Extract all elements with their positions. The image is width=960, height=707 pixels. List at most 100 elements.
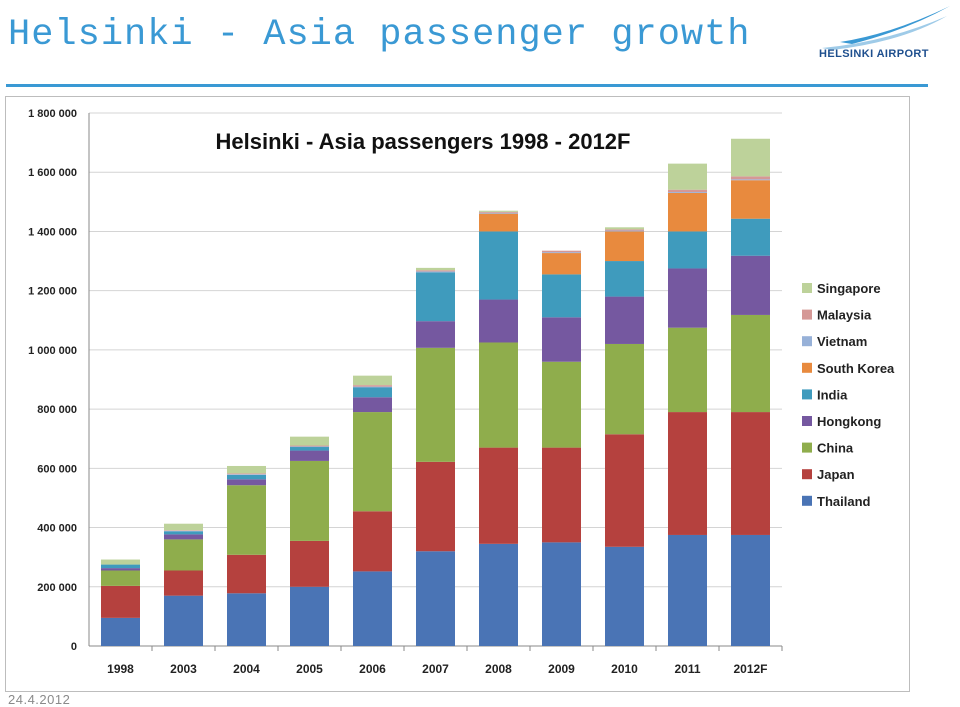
bar-segment-thailand: [542, 542, 581, 646]
bar-segment-thailand: [668, 534, 707, 646]
bar-segment-hongkong: [290, 450, 329, 461]
bar-segment-japan: [668, 412, 707, 535]
logo-text: HELSINKI AIRPORT: [819, 48, 929, 60]
legend-label: China: [817, 441, 854, 456]
bar-segment-hongkong: [605, 296, 644, 344]
bar-segment-hongkong: [479, 299, 518, 343]
x-tick-label: 2008: [485, 662, 512, 676]
legend-label: Thailand: [817, 494, 871, 509]
bar-segment-india: [668, 231, 707, 269]
x-tick-label: 2007: [422, 662, 449, 676]
bar-segment-thailand: [290, 586, 329, 646]
bar-segment-malaysia: [668, 189, 707, 193]
legend-label: India: [817, 387, 848, 402]
bar-segment-vietnam: [668, 192, 707, 193]
bar-segment-thailand: [479, 543, 518, 646]
bar-segment-japan: [290, 540, 329, 587]
x-tick-label: 2006: [359, 662, 386, 676]
y-tick-label: 800 000: [37, 404, 77, 416]
bar-segment-vietnam: [479, 212, 518, 214]
x-tick-label: 2009: [548, 662, 575, 676]
bar-segment-thailand: [353, 571, 392, 646]
bar-segment-china: [290, 460, 329, 541]
bar-segment-thailand: [164, 595, 203, 646]
bar-segment-japan: [731, 412, 770, 535]
helsinki-airport-logo: [822, 6, 950, 50]
legend-swatch: [802, 309, 812, 320]
bar-segment-hongkong: [353, 397, 392, 413]
bar-segment-hongkong: [101, 568, 140, 571]
y-tick-label: 200 000: [37, 582, 77, 594]
bar-segment-india: [353, 387, 392, 398]
bar-segment-china: [101, 570, 140, 586]
bar-segment-japan: [479, 447, 518, 544]
bar-segment-india: [164, 531, 203, 535]
bar-segment-singapore: [416, 267, 455, 271]
bar-segment-malaysia: [290, 445, 329, 447]
y-tick-label: 1 600 000: [28, 167, 77, 179]
bar-segment-south-korea: [605, 231, 644, 262]
bar-segment-hongkong: [542, 317, 581, 362]
chart-frame: 0 200 000 400 000 600 000 800 000 1 000 000 1 …: [5, 96, 910, 692]
slide-title: Helsinki - Asia passenger growth: [8, 14, 751, 56]
bar-segment-vietnam: [542, 252, 581, 254]
bar-segment-china: [353, 412, 392, 512]
bar-segment-thailand: [101, 617, 140, 646]
bar-segment-south-korea: [479, 213, 518, 232]
logo-swoosh-upper: [840, 6, 950, 44]
legend-swatch: [802, 389, 812, 400]
bar-segment-china: [668, 327, 707, 413]
bar-segment-japan: [416, 461, 455, 552]
bar-segment-hongkong: [164, 534, 203, 540]
bar-segment-india: [101, 564, 140, 569]
x-tick-label: 2003: [170, 662, 197, 676]
y-tick-label: 1 200 000: [28, 286, 77, 298]
bar-segment-vietnam: [605, 230, 644, 232]
y-tick-label: 1 000 000: [28, 345, 77, 357]
y-tick-label: 1 400 000: [28, 226, 77, 238]
bar-segment-malaysia: [542, 250, 581, 253]
bar-segment-thailand: [731, 534, 770, 646]
x-tick-label: 2005: [296, 662, 323, 676]
legend-label: Japan: [817, 467, 855, 482]
bar-segment-thailand: [605, 546, 644, 646]
bar-segment-japan: [605, 434, 644, 547]
legend-swatch: [802, 469, 812, 480]
legend-swatch: [802, 362, 812, 373]
bar-segment-hongkong: [731, 255, 770, 315]
bar-segment-china: [227, 485, 266, 555]
x-tick-label: 2004: [233, 662, 260, 676]
bar-segment-south-korea: [542, 253, 581, 275]
bar-segment-india: [290, 447, 329, 451]
bar-segment-south-korea: [731, 180, 770, 219]
bar-segment-china: [416, 347, 455, 462]
bar-segment-vietnam: [290, 446, 329, 448]
title-divider: [6, 84, 928, 87]
bar-segment-singapore: [353, 375, 392, 386]
bar-segment-japan: [542, 447, 581, 543]
bar-segment-china: [731, 314, 770, 413]
legend-label: Singapore: [817, 281, 881, 296]
bar-segment-india: [731, 218, 770, 256]
bar-segment-malaysia: [479, 211, 518, 213]
footer-date: 24.4.2012: [8, 692, 71, 707]
bar-segment-japan: [353, 511, 392, 572]
y-tick-label: 400 000: [37, 523, 77, 535]
bar-segment-malaysia: [731, 176, 770, 180]
bar-segment-singapore: [101, 559, 140, 565]
legend-label: South Korea: [817, 361, 895, 376]
bar-segment-malaysia: [353, 385, 392, 387]
legend-label: Hongkong: [817, 414, 881, 429]
x-tick-label: 1998: [107, 662, 134, 676]
y-tick-label: 600 000: [37, 463, 77, 475]
legend-swatch: [802, 283, 812, 293]
bar-segment-india: [479, 231, 518, 300]
bar-segment-india: [416, 272, 455, 322]
bar-segment-singapore: [479, 210, 518, 212]
bar-segment-china: [542, 361, 581, 448]
bar-segment-malaysia: [164, 530, 203, 531]
bar-segment-china: [479, 342, 518, 448]
y-tick-label: 1 800 000: [28, 108, 77, 120]
y-tick-label: 0: [71, 641, 77, 653]
chart-title: Helsinki - Asia passengers 1998 - 2012F: [216, 129, 631, 154]
